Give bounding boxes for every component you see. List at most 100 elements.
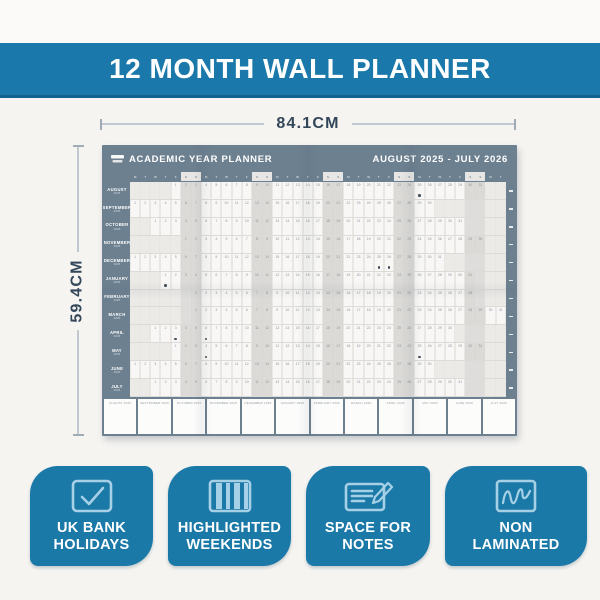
day-cell: 16 (343, 307, 354, 325)
weekday-cell: S (394, 172, 405, 181)
day-cell: 3 (170, 325, 181, 343)
month-row: AUGUST 2025 1 2 3 4 5 6 7 8 9 10 11 12 13 14 15 16 17 18 19 2… (104, 182, 515, 200)
day-cell: 13 (251, 361, 263, 379)
month-day-strip: 1 2 3 4 5 6 7 8 9 10 11 12 13 14 15 16 17 18 19 20 21 22 23 24 2… (130, 379, 506, 398)
day-cell: 7 (190, 253, 202, 271)
month-day-strip: 1 2 3 4 5 6 7 8 9 10 11 12 13 14 15 16 17 18 19 20 21 22 23 24 2… (130, 343, 506, 362)
day-cell: 25 (434, 307, 445, 325)
day-cell: 13 (251, 199, 263, 217)
month-year: 2026 (113, 280, 121, 285)
day-cell: 27 (444, 235, 455, 253)
empty-cell (180, 289, 191, 307)
day-cell: 2 (201, 289, 212, 307)
day-cell: 23 (383, 271, 395, 289)
empty-cell (496, 325, 506, 342)
day-cell: 1 (130, 253, 141, 271)
month-row: APRIL 2026 1 2 3 4 5 6 7 8 9 10 11 12 13 14 15 16 17 18 19 20… (104, 325, 515, 344)
day-cell: 21 (394, 289, 405, 307)
day-cell: 4 (180, 379, 191, 397)
dimension-line (77, 329, 79, 434)
day-cell: 17 (353, 289, 364, 307)
day-cell: 30 (444, 379, 455, 397)
day-cell: 3 (150, 253, 161, 271)
day-cell: 22 (373, 271, 384, 289)
feature-badge: UK BANK HOLIDAYS (30, 466, 153, 566)
day-cell: 28 (465, 307, 476, 325)
row-end-dash (508, 315, 513, 318)
empty-cell (140, 307, 150, 324)
empty-cell (496, 361, 506, 378)
month-row: DECEMBER 2025 1 2 3 4 5 6 7 8 9 10 11 12 13 14 15 16 17 18 1… (103, 253, 515, 272)
feature-badge: NON LAMINATED (445, 466, 587, 566)
brand-logo-icon (111, 154, 124, 162)
row-end-dash (508, 226, 513, 228)
day-cell: 5 (170, 253, 181, 271)
day-cell: 28 (424, 379, 435, 397)
day-cell: 9 (231, 325, 242, 343)
day-cell: 14 (262, 361, 273, 379)
day-cell: 19 (333, 379, 344, 397)
month-year: 2026 (113, 334, 121, 339)
weekday-cell: M (489, 174, 492, 179)
weekday-cell: F (316, 174, 319, 179)
month-day-strip: 1 2 3 4 5 6 7 8 9 10 11 12 13 14 15 16 17 18 19 20 21 22 23 24 2… (130, 253, 506, 272)
day-cell: 27 (394, 253, 405, 271)
day-cell: 3 (170, 217, 181, 235)
day-cell: 13 (272, 325, 283, 343)
month-name: MARCH (108, 312, 126, 318)
weekday-cell: M (133, 174, 137, 179)
day-cell: 12 (282, 182, 293, 199)
row-end-marker (506, 325, 515, 344)
day-cell: 30 (475, 235, 486, 253)
day-cell: 17 (333, 182, 344, 199)
day-cell: 15 (292, 217, 303, 235)
day-cell: 3 (211, 307, 222, 325)
day-cell: 12 (292, 235, 303, 253)
day-cell: 14 (282, 379, 293, 397)
day-cell: 5 (211, 182, 222, 199)
day-cell: 30 (444, 217, 455, 235)
day-cell: 4 (201, 182, 212, 199)
day-cell: 3 (150, 361, 161, 379)
day-cell: 19 (312, 253, 323, 271)
month-name: DECEMBER (103, 258, 131, 264)
month-row: MARCH 2026 1 2 3 4 5 6 7 8 9 10 11 12 13 14 15 16 17 18 19 20… (104, 307, 515, 326)
day-cell: 15 (292, 325, 303, 343)
day-cell: 28 (404, 199, 415, 217)
day-cell: 14 (292, 271, 303, 289)
wall-planner-image: ACADEMIC YEAR PLANNER AUGUST 2025 - JULY… (102, 145, 517, 436)
day-cell: 22 (343, 253, 354, 271)
month-name: SEPTEMBER (102, 204, 132, 210)
dimension-tick (72, 434, 84, 436)
day-cell: 28 (424, 325, 435, 343)
day-cell: 29 (434, 379, 445, 397)
month-name: JANUARY (105, 276, 129, 282)
day-cell: 24 (394, 271, 405, 289)
empty-cell (140, 272, 150, 289)
empty-cell (445, 200, 455, 217)
day-cell: 31 (475, 343, 486, 361)
day-cell: 20 (383, 289, 395, 307)
day-cell: 19 (312, 199, 323, 217)
checkbox-icon (66, 475, 118, 517)
empty-cell (140, 182, 150, 199)
day-cell: 22 (383, 182, 395, 199)
planner-date-range: AUGUST 2025 - JULY 2026 (372, 153, 508, 165)
bank-holiday-mark (164, 284, 167, 287)
day-cell: 23 (394, 343, 405, 361)
month-day-strip: 1 2 3 4 5 6 7 8 9 10 11 12 13 14 15 16 17 18 19 20 21 22 23 24 2… (130, 361, 506, 380)
day-cell: 30 (465, 182, 476, 199)
empty-cell (160, 307, 170, 324)
empty-cell (140, 325, 150, 342)
day-cell: 11 (251, 217, 263, 235)
day-cell: 4 (180, 325, 191, 343)
day-cell: 22 (383, 343, 395, 361)
empty-cell (485, 325, 495, 342)
note-box: AUGUST 2025 (104, 399, 137, 434)
planner-header: ACADEMIC YEAR PLANNER AUGUST 2025 - JULY… (104, 147, 515, 171)
day-cell: 10 (282, 307, 293, 325)
day-cell: 16 (282, 253, 293, 271)
day-cell: 29 (455, 343, 466, 361)
day-cell: 16 (282, 361, 293, 379)
day-cell: 3 (190, 182, 202, 199)
